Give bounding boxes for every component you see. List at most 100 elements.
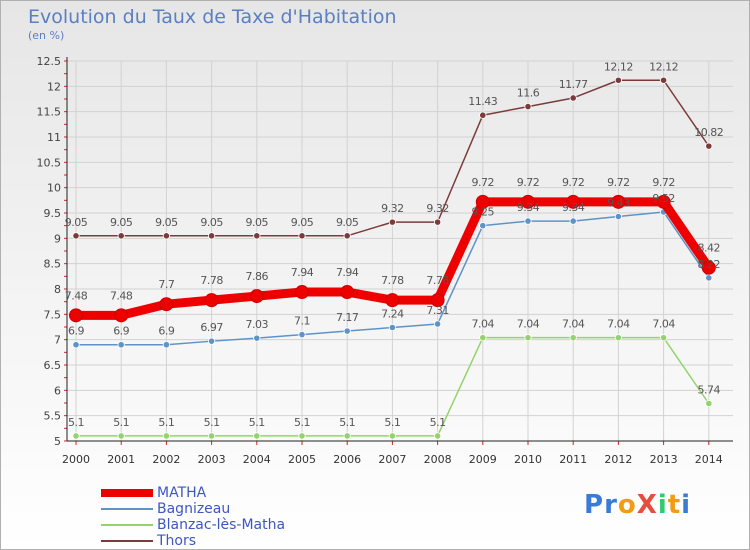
data-point xyxy=(208,432,216,440)
y-tick-label: 9 xyxy=(54,232,61,245)
data-label: 10.82 xyxy=(694,126,723,139)
data-point xyxy=(659,334,668,342)
data-label: 5.1 xyxy=(249,416,265,429)
data-point xyxy=(253,232,261,240)
x-tick-label: 2014 xyxy=(695,453,723,466)
legend-item-blanzac-les-matha: Blanzac-lès-Matha xyxy=(101,517,285,533)
data-label: 9.05 xyxy=(155,216,178,229)
data-label: 7.94 xyxy=(291,266,314,279)
x-tick-label: 2003 xyxy=(198,453,226,466)
grid-lines xyxy=(67,60,733,442)
data-point xyxy=(253,334,261,342)
legend-swatch xyxy=(101,540,153,542)
data-point xyxy=(430,293,445,308)
data-point xyxy=(343,232,351,240)
data-point xyxy=(249,289,264,304)
data-label: 9.72 xyxy=(607,176,630,189)
data-label: 5.1 xyxy=(430,416,446,429)
legend: MATHA Bagnizeau Blanzac-lès-Matha Thors xyxy=(101,485,285,549)
data-label: 7.17 xyxy=(336,311,359,324)
data-point xyxy=(208,232,216,240)
data-point xyxy=(524,334,532,342)
data-label: 9.72 xyxy=(652,176,675,189)
data-point xyxy=(295,285,309,300)
data-point xyxy=(388,218,396,226)
data-label: 9.52 xyxy=(652,192,675,205)
data-point xyxy=(524,217,532,225)
data-label: 11.77 xyxy=(559,78,588,91)
data-label: 7.04 xyxy=(562,318,585,331)
data-label: 9.32 xyxy=(426,202,449,215)
x-tick-label: 2009 xyxy=(469,453,497,466)
logo-letter: i xyxy=(681,490,692,520)
data-point xyxy=(524,103,532,111)
data-label: 7.86 xyxy=(246,270,269,283)
data-point xyxy=(569,217,577,225)
y-tick-label: 5.5 xyxy=(44,410,62,423)
data-label: 5.1 xyxy=(384,416,400,429)
x-tick-label: 2013 xyxy=(650,453,678,466)
legend-swatch xyxy=(101,489,153,497)
data-label: 9.72 xyxy=(562,176,585,189)
data-point xyxy=(475,194,490,209)
data-label: 9.25 xyxy=(472,206,495,219)
y-tick-label: 7 xyxy=(54,334,61,347)
legend-label: Blanzac-lès-Matha xyxy=(157,517,286,533)
data-point xyxy=(72,432,80,440)
data-point xyxy=(343,327,351,335)
legend-item-matha: MATHA xyxy=(101,485,285,501)
data-label: 9.72 xyxy=(472,176,495,189)
logo-letter: X xyxy=(636,490,658,520)
data-label: 9.05 xyxy=(200,216,223,229)
y-tick-label: 12.5 xyxy=(37,55,62,68)
data-point xyxy=(569,334,577,342)
data-point xyxy=(388,432,396,440)
data-label: 7.48 xyxy=(110,289,133,302)
legend-swatch xyxy=(101,508,153,510)
data-point xyxy=(611,194,626,209)
logo-letter: r xyxy=(604,490,618,520)
data-label: 5.1 xyxy=(158,416,174,429)
data-point xyxy=(114,308,129,323)
data-label: 9.05 xyxy=(110,216,133,229)
data-point xyxy=(298,432,306,440)
x-tick-label: 2002 xyxy=(152,453,180,466)
data-point xyxy=(208,337,216,345)
data-point xyxy=(162,341,170,349)
data-label: 7.03 xyxy=(246,318,269,331)
data-point xyxy=(659,76,668,84)
data-label: 12.12 xyxy=(604,60,633,73)
data-point xyxy=(433,218,442,226)
y-tick-label: 6.5 xyxy=(44,359,62,372)
data-point xyxy=(521,194,535,209)
data-label: 9.34 xyxy=(562,201,585,214)
data-label: 9.32 xyxy=(381,202,404,215)
data-label: 6.9 xyxy=(113,325,129,338)
data-point xyxy=(479,334,487,342)
data-label: 5.1 xyxy=(68,416,84,429)
chart-title: Evolution du Taux de Taxe d'Habitation xyxy=(28,6,397,28)
data-label: 11.6 xyxy=(517,87,540,100)
data-point xyxy=(705,399,713,408)
logo-letter: i xyxy=(657,490,668,520)
data-label: 9.72 xyxy=(517,176,540,189)
data-label: 7.78 xyxy=(426,274,449,287)
data-label: 11.43 xyxy=(468,95,497,108)
data-label: 6.97 xyxy=(200,321,223,334)
data-label: 7.78 xyxy=(381,274,404,287)
x-tick-label: 2000 xyxy=(62,453,90,466)
data-label: 9.43 xyxy=(607,197,630,210)
y-tick-label: 11 xyxy=(47,131,61,144)
data-label: 7.31 xyxy=(426,304,449,317)
data-point xyxy=(72,341,80,349)
y-tick-label: 7.5 xyxy=(44,308,62,321)
data-label: 7.1 xyxy=(294,315,310,328)
y-tick-label: 11.5 xyxy=(37,106,62,119)
series-lines xyxy=(69,76,716,440)
data-point xyxy=(479,111,487,119)
data-point xyxy=(253,432,261,440)
data-label: 9.34 xyxy=(517,201,540,214)
logo-letter: o xyxy=(617,490,637,520)
data-label: 5.74 xyxy=(698,384,721,397)
legend-item-bagnizeau: Bagnizeau xyxy=(101,501,285,517)
